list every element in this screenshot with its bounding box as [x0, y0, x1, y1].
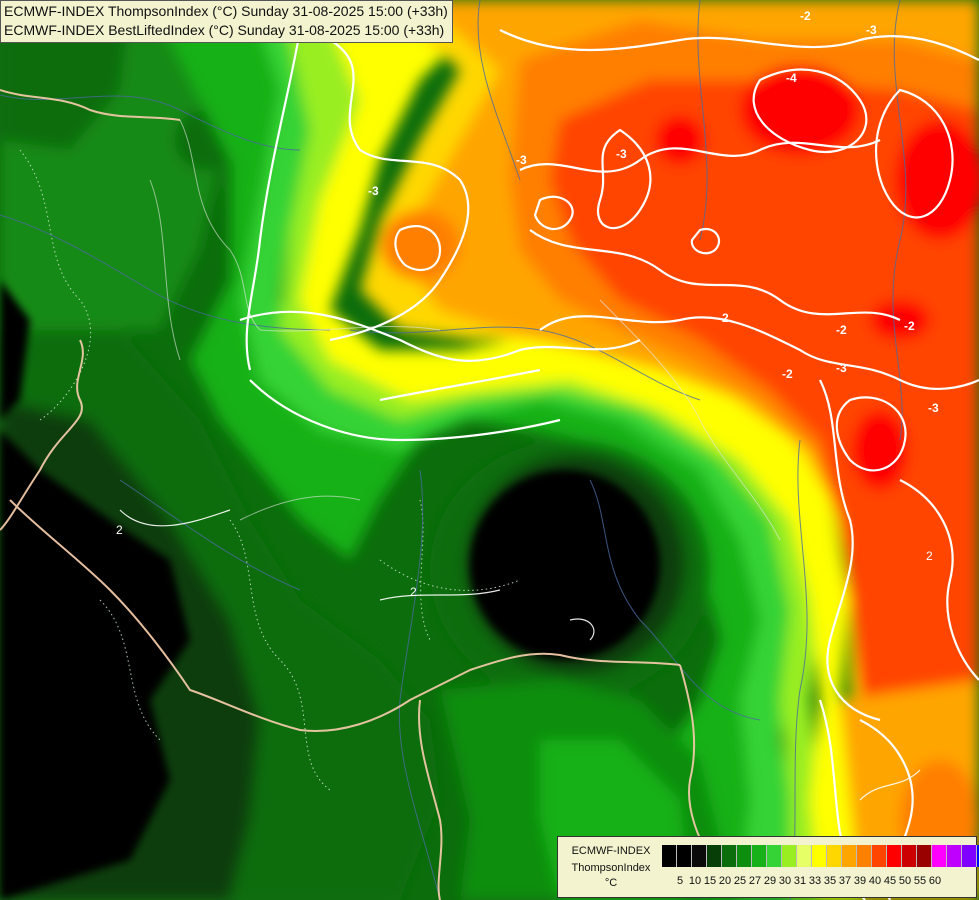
- bestlifted-contours-thin: [119, 509, 921, 801]
- contour-label: 2: [926, 549, 933, 563]
- contour-label: -3: [368, 184, 379, 198]
- legend-source-label: ECMWF-INDEX: [571, 845, 651, 857]
- legend-color-bar: [662, 845, 979, 867]
- legend-tick-label: 45: [883, 875, 897, 887]
- legend-swatch: [842, 845, 857, 867]
- contour-label: -2: [904, 319, 915, 333]
- legend-swatch: [857, 845, 872, 867]
- color-legend: ECMWF-INDEX ThompsonIndex °C 5 10 15 20 25 27…: [557, 836, 979, 898]
- contour-label: -2: [800, 9, 811, 23]
- legend-swatch: [902, 845, 917, 867]
- legend-tick-label: 60: [928, 875, 942, 887]
- contour-label: -3: [866, 23, 877, 37]
- legend-swatch: [962, 845, 977, 867]
- legend-swatch: [812, 845, 827, 867]
- legend-unit-label: °C: [604, 877, 618, 889]
- legend-tick-label: 37: [838, 875, 852, 887]
- contour-label: -4: [786, 71, 797, 85]
- legend-tick-label: 29: [763, 875, 777, 887]
- contour-label: 2: [116, 523, 123, 537]
- legend-tick-label: 15: [703, 875, 717, 887]
- legend-tick-label: 31: [793, 875, 807, 887]
- legend-tick-label: 5: [676, 875, 684, 887]
- legend-tick-label: 25: [733, 875, 747, 887]
- legend-swatch: [782, 845, 797, 867]
- legend-swatch: [707, 845, 722, 867]
- legend-swatch: [947, 845, 962, 867]
- legend-swatch: [917, 845, 932, 867]
- contour-label: -3: [516, 153, 527, 167]
- title-bestlifted-index: ECMWF-INDEX BestLiftedIndex (°C) Sunday …: [4, 22, 445, 38]
- contour-label: -3: [616, 147, 627, 161]
- legend-index-label: ThompsonIndex: [571, 862, 651, 874]
- legend-swatch: [692, 845, 707, 867]
- legend-tick-label: 35: [823, 875, 837, 887]
- legend-tick-label: 30: [778, 875, 792, 887]
- legend-swatch: [662, 845, 677, 867]
- legend-tick-label: 39: [853, 875, 867, 887]
- legend-swatch: [932, 845, 947, 867]
- legend-tick-label: 40: [868, 875, 882, 887]
- legend-swatch: [677, 845, 692, 867]
- legend-tick-label: 20: [718, 875, 732, 887]
- contour-label: -2: [836, 323, 847, 337]
- legend-tick-label: 10: [688, 875, 702, 887]
- legend-swatch: [872, 845, 887, 867]
- contour-label: -3: [928, 401, 939, 415]
- legend-swatch: [722, 845, 737, 867]
- legend-swatch: [737, 845, 752, 867]
- legend-swatch: [887, 845, 902, 867]
- legend-tick-label: 50: [898, 875, 912, 887]
- bestlifted-contours: [239, 29, 979, 900]
- legend-swatch: [752, 845, 767, 867]
- legend-swatch: [977, 845, 979, 867]
- legend-tick-label: 55: [913, 875, 927, 887]
- contour-label: -3: [836, 361, 847, 375]
- legend-swatch: [827, 845, 842, 867]
- legend-tick-label: 27: [748, 875, 762, 887]
- contour-label: 2: [410, 585, 417, 599]
- legend-tick-label: 33: [808, 875, 822, 887]
- title-thompson-index: ECMWF-INDEX ThompsonIndex (°C) Sunday 31…: [4, 3, 448, 19]
- map-title-box: ECMWF-INDEX ThompsonIndex (°C) Sunday 31…: [0, 0, 453, 43]
- thompson-field-sharp: [0, 280, 660, 900]
- contour-label: -2: [718, 311, 729, 325]
- legend-swatch: [767, 845, 782, 867]
- thin-borders: [149, 119, 781, 541]
- contour-labels: -2 -3 -3 -3 -3 -2 -2 -3 -3 -4 -2 -2 2 2 …: [116, 9, 939, 599]
- legend-swatch: [797, 845, 812, 867]
- contour-label: -2: [782, 367, 793, 381]
